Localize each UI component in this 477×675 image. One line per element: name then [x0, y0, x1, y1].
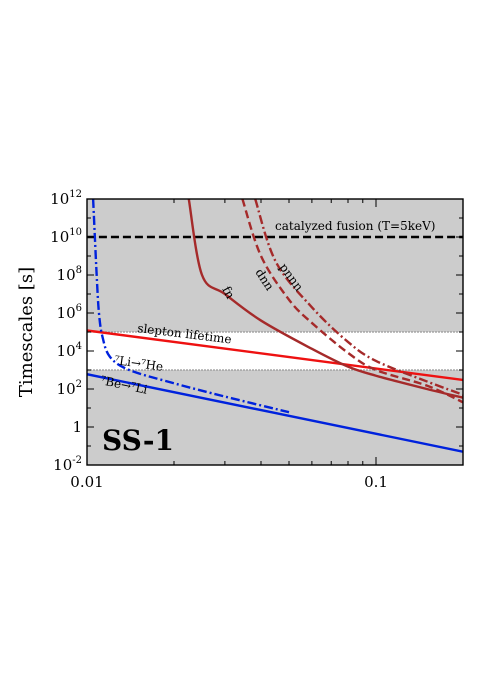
y-tick-base: 10 [50, 228, 69, 246]
y-tick-label: 1012 [50, 189, 82, 208]
axis-ticks [86, 198, 464, 466]
x-tick-label: 0.01 [70, 473, 103, 491]
panel-label: SS-1 [102, 424, 174, 457]
y-tick-exp: 10 [69, 227, 82, 238]
y-tick-base: 10 [50, 190, 69, 208]
y-tick-exp: 6 [76, 303, 82, 314]
series-line-2 [87, 373, 463, 453]
series-group [87, 199, 463, 453]
x-tick-label: 0.1 [364, 473, 388, 491]
y-tick-base: 10 [57, 342, 76, 360]
annotation-li-he: ⁷Li→⁷He [114, 353, 165, 374]
y-tick-label: 102 [57, 379, 82, 398]
shaded-region-0 [87, 199, 463, 332]
y-axis-label: Timescales [s] [16, 267, 37, 397]
y-tick-base: 10 [57, 304, 76, 322]
shaded-regions [87, 199, 463, 465]
y-tick-label: 1 [72, 418, 82, 436]
y-tick-exp: -2 [72, 455, 82, 466]
annotation-catalyzed-fusion: catalyzed fusion (T=5keV) [275, 219, 435, 233]
y-tick-base: 10 [57, 266, 76, 284]
y-tick-label: 1010 [50, 227, 82, 246]
series-line-5 [241, 199, 463, 404]
y-tick-exp: 2 [76, 379, 82, 390]
y-tick-exp: 8 [76, 265, 82, 276]
y-tick-base: 10 [53, 456, 72, 474]
y-tick-exp: 12 [69, 189, 82, 200]
series-line-6 [254, 199, 463, 396]
series-line-3 [91, 199, 290, 414]
y-tick-base: 10 [57, 380, 76, 398]
series-line-4 [187, 199, 463, 399]
y-tick-label: 108 [57, 265, 82, 284]
y-tick-label: 104 [57, 341, 82, 360]
shaded-region-1 [87, 370, 463, 465]
y-tick-label: 106 [57, 303, 82, 322]
y-tick-exp: 4 [76, 341, 82, 352]
y-tick-base: 1 [72, 418, 82, 436]
series-line-1 [87, 329, 463, 382]
y-tick-label: 10-2 [53, 455, 82, 474]
